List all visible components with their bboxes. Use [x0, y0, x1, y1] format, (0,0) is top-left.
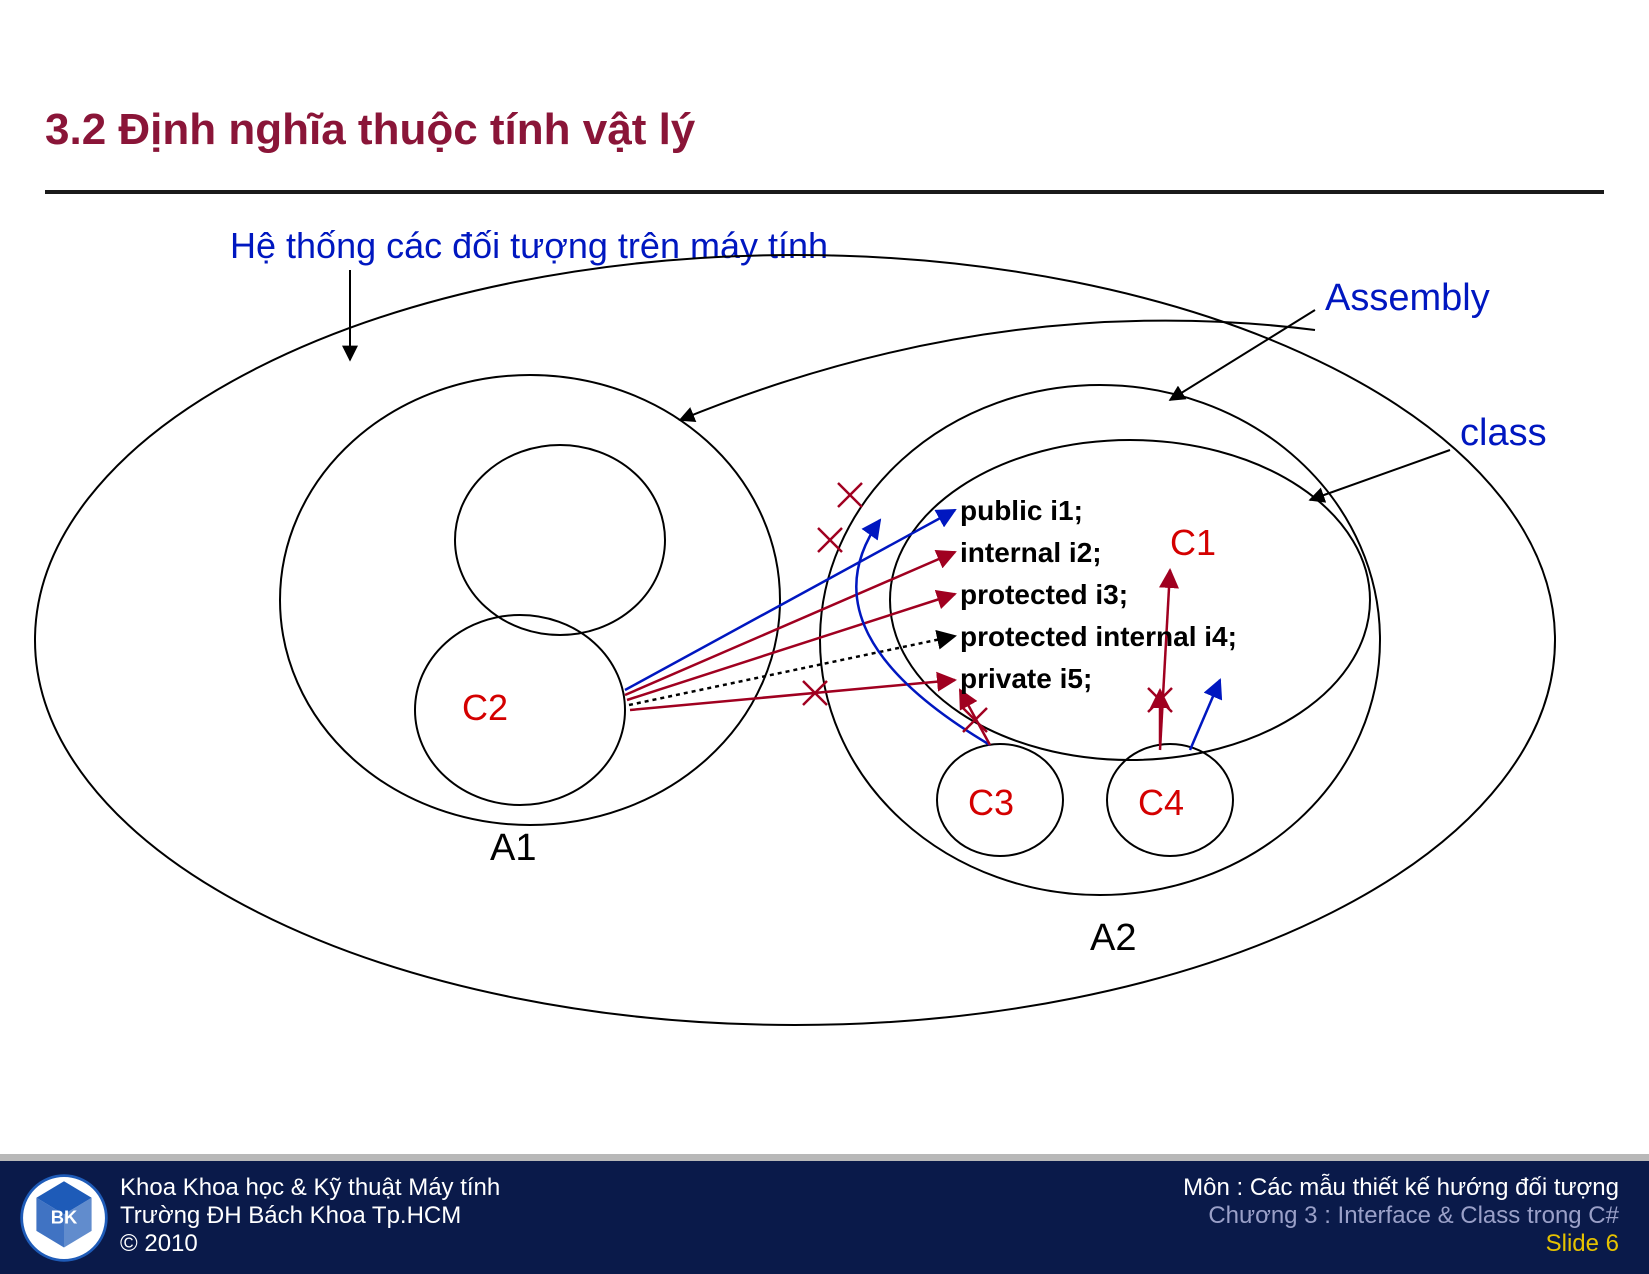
svg-text:BK: BK — [51, 1207, 78, 1228]
access-arrow-1 — [625, 552, 955, 695]
label-C2: C2 — [462, 687, 508, 728]
member-line-0: public i1; — [960, 495, 1083, 526]
footer-course: Môn : Các mẫu thiết kế hướng đối tượng — [1183, 1174, 1619, 1202]
footer-chapter: Chương 3 : Interface & Class trong C# — [1183, 1202, 1619, 1230]
ellipse-group — [35, 255, 1555, 1025]
access-arrow-9 — [1160, 570, 1170, 750]
footer-top-bar — [0, 1154, 1649, 1161]
footer-school: Trường ĐH Bách Khoa Tp.HCM — [120, 1202, 500, 1230]
ellipse-C2 — [415, 615, 625, 805]
footer-dept: Khoa Khoa học & Kỹ thuật Máy tính — [120, 1174, 500, 1202]
member-line-3: protected internal i4; — [960, 621, 1237, 652]
pointer-arrow-3 — [1310, 450, 1450, 500]
ellipse-system — [35, 255, 1555, 1025]
label-assembly: Assembly — [1325, 277, 1490, 319]
footer-right: Môn : Các mẫu thiết kế hướng đối tượng C… — [1183, 1154, 1649, 1258]
label-class: class — [1460, 412, 1547, 454]
pointer-arrow-group — [350, 270, 1450, 500]
member-line-1: internal i2; — [960, 537, 1102, 568]
member-line-2: protected i3; — [960, 579, 1128, 610]
label-A1: A1 — [490, 827, 536, 869]
footer-slide: Slide 6 — [1183, 1230, 1619, 1258]
label-C4: C4 — [1138, 782, 1184, 823]
logo-bk: BK — [18, 1172, 110, 1264]
footer-copy: © 2010 — [120, 1230, 500, 1258]
ellipse-A1 — [280, 375, 780, 825]
member-line-4: private i5; — [960, 663, 1092, 694]
access-arrow-group — [625, 483, 1220, 750]
label-C3: C3 — [968, 782, 1014, 823]
ellipse-A1_top — [455, 445, 665, 635]
access-arrow-8 — [1190, 680, 1220, 750]
label-C1: C1 — [1170, 522, 1216, 563]
diagram-svg: A1 A2 C1 C2 C3 C4 public i1; internal i2; prote… — [0, 0, 1649, 1030]
access-arrow-0 — [625, 510, 955, 690]
label-A2: A2 — [1090, 917, 1136, 959]
footer: BK Khoa Khoa học & Kỹ thuật Máy tính Trư… — [0, 1154, 1649, 1274]
